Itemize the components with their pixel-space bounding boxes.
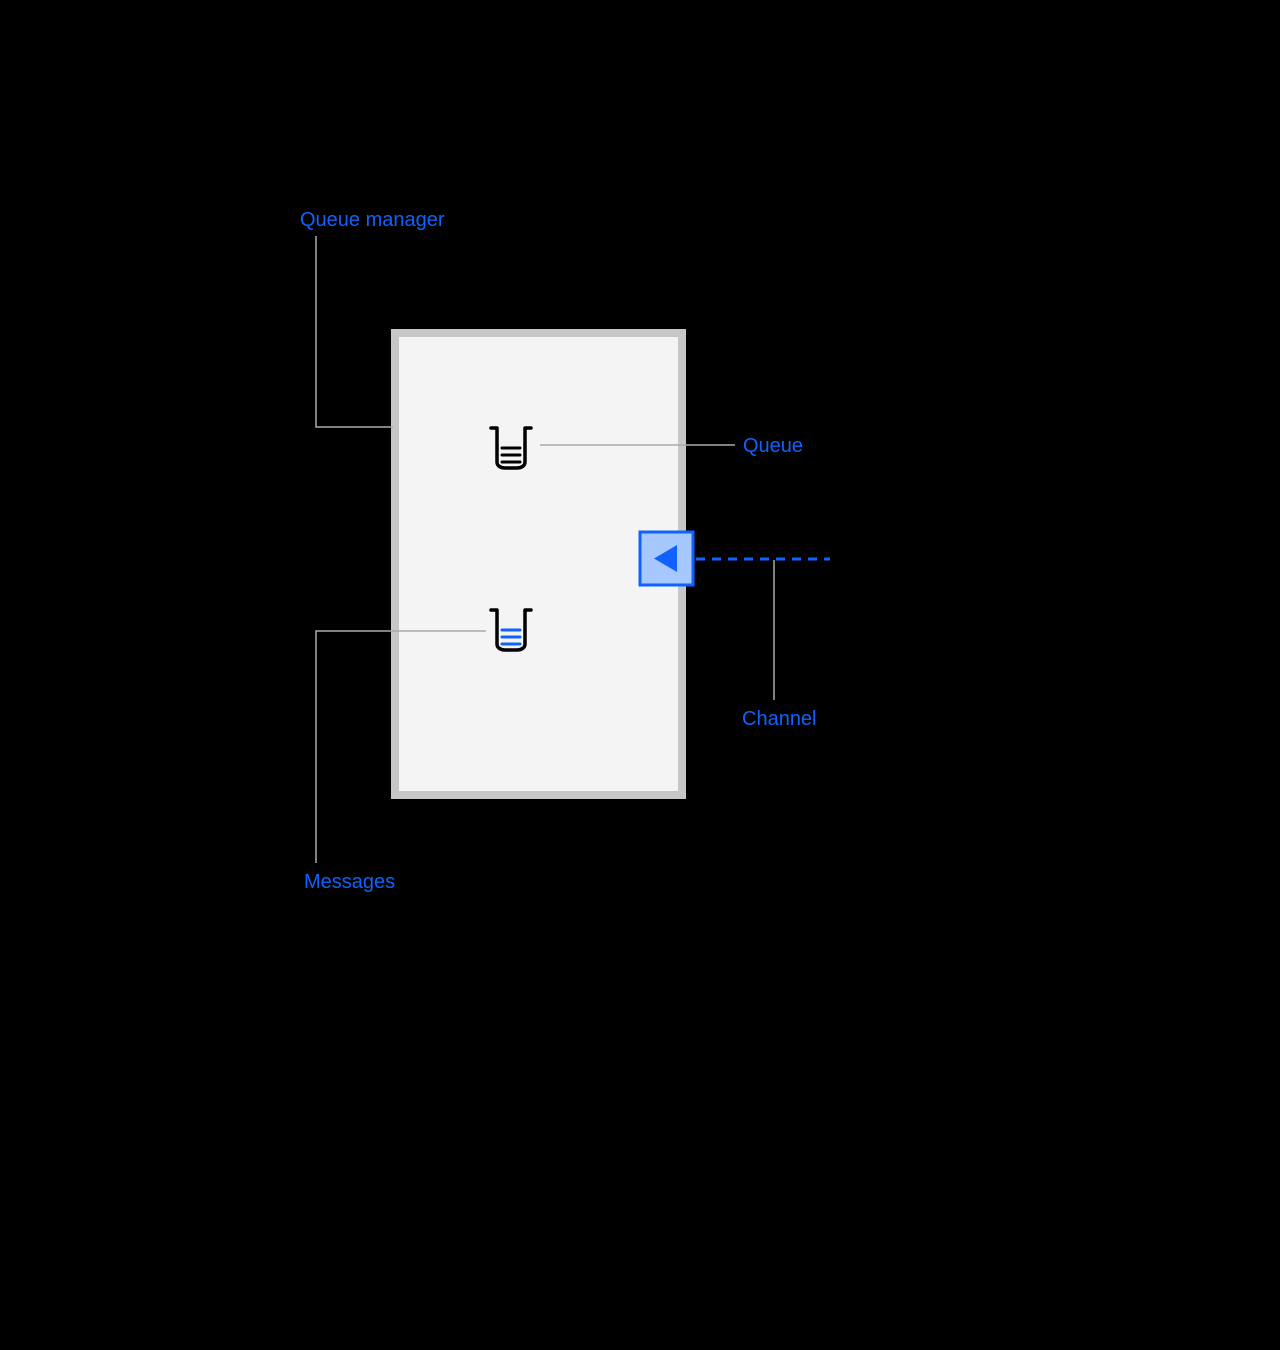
- label-channel: Channel: [742, 707, 817, 731]
- label-queue-manager: Queue manager: [300, 208, 445, 232]
- diagram-svg: [0, 0, 1280, 1350]
- label-queue: Queue: [743, 434, 803, 458]
- connector-queue-manager: [316, 236, 393, 427]
- label-messages: Messages: [304, 870, 395, 894]
- diagram-canvas: Queue manager Queue Channel Messages: [0, 0, 1280, 1350]
- channel-box: [640, 532, 693, 585]
